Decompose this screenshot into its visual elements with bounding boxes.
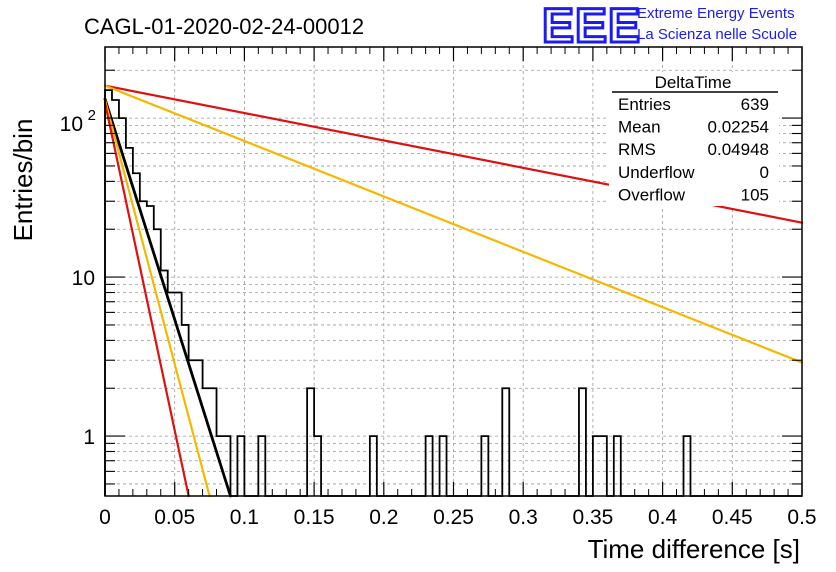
stats-background — [609, 72, 779, 206]
x-tick-label: 0.5 — [787, 506, 816, 529]
y-tick-label-exponent: 2 — [88, 107, 96, 124]
stats-label-entries: Entries — [618, 95, 671, 114]
stats-label-mean: Mean — [618, 118, 661, 137]
stats-value-rms: 0.04948 — [708, 140, 769, 159]
x-tick-label: 0.2 — [369, 506, 398, 529]
x-tick-label: 0.05 — [154, 506, 195, 529]
axis-tick-labels: 0 0.05 0.1 0.15 0.2 0.25 0.3 0.35 0.4 0.45 0.5 1 10 1… — [60, 107, 817, 529]
stats-value-overflow: 105 — [741, 185, 769, 204]
eee-logo-letters: EEE — [542, 0, 641, 53]
stats-title: DeltaTime — [655, 73, 732, 92]
logo-line-1: Extreme Energy Events — [637, 5, 795, 22]
fit-curve — [103, 101, 190, 498]
x-tick-label: 0.4 — [648, 506, 678, 529]
fit-curve — [103, 97, 232, 498]
y-axis-title: Entries/bin — [8, 119, 38, 242]
x-tick-label: 0.1 — [230, 506, 259, 529]
stats-value-underflow: 0 — [760, 163, 769, 182]
axis-ticks — [104, 47, 803, 496]
x-axis-title: Time difference [s] — [588, 534, 800, 564]
fit-curve — [103, 98, 211, 498]
x-tick-label: 0 — [99, 506, 111, 529]
stats-value-mean: 0.02254 — [708, 118, 769, 137]
fit-curve — [103, 84, 804, 364]
x-tick-label: 0.45 — [712, 506, 753, 529]
stats-box: DeltaTime Entries 639 Mean 0.02254 RMS 0.0494… — [609, 72, 779, 206]
stats-rows: Entries 639 Mean 0.02254 RMS 0.04948 Underflow… — [618, 95, 769, 204]
logo-line-2: La Scienza nelle Scuole — [637, 26, 797, 43]
stats-label-underflow: Underflow — [618, 163, 695, 182]
stats-label-overflow: Overflow — [618, 185, 686, 204]
stats-label-rms: RMS — [618, 140, 656, 159]
run-title: CAGL-01-2020-02-24-00012 — [84, 14, 364, 39]
x-tick-label: 0.25 — [433, 506, 474, 529]
stats-value-entries: 639 — [741, 95, 769, 114]
x-tick-label: 0.35 — [572, 506, 613, 529]
x-tick-label: 0.15 — [294, 506, 335, 529]
y-tick-label: 1 — [83, 426, 95, 449]
y-tick-label: 10 — [72, 267, 95, 290]
eee-logo: EEE Extreme Energy Events La Scienza nel… — [541, 0, 798, 55]
x-tick-label: 0.3 — [509, 506, 538, 529]
y-tick-label: 10 — [60, 113, 83, 136]
